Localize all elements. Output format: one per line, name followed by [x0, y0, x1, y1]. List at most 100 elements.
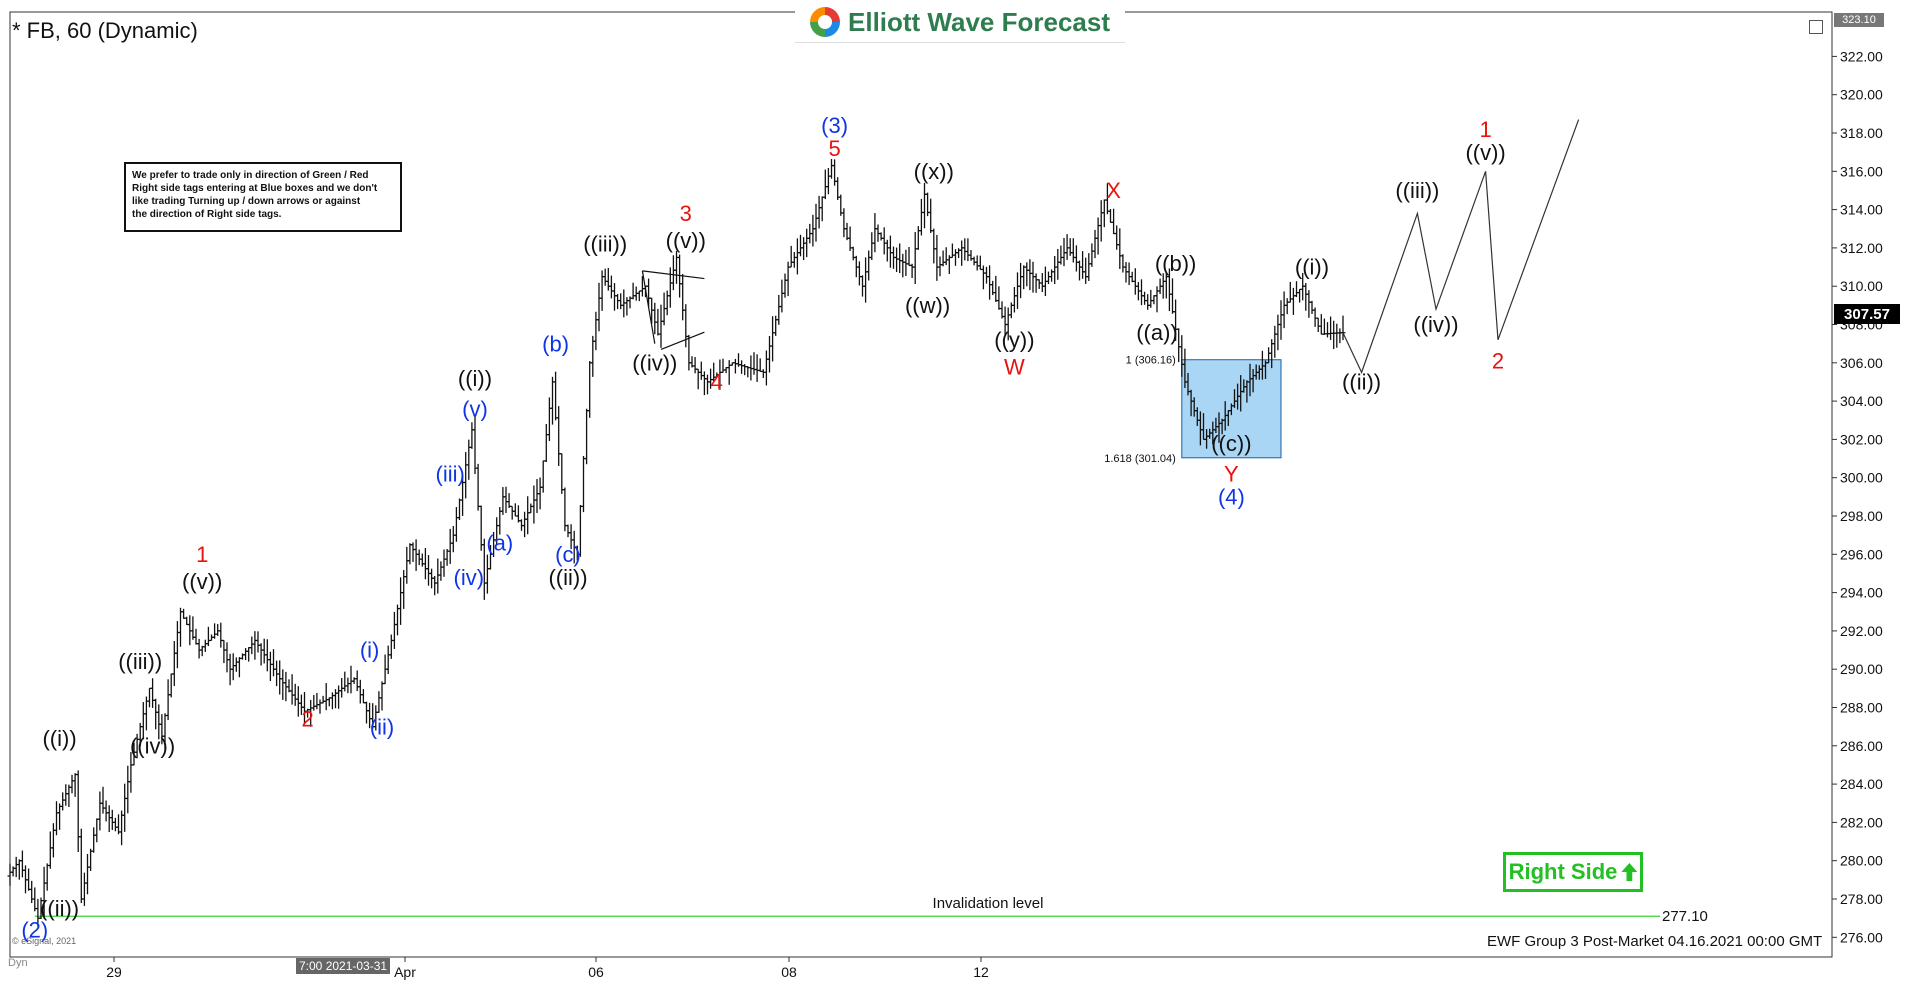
wave-label: ((iii))	[118, 649, 162, 674]
price-bar	[190, 616, 196, 640]
price-bar	[243, 648, 249, 661]
price-bar	[670, 255, 676, 291]
y-tick-label: 316.00	[1840, 163, 1883, 179]
price-bar	[658, 304, 664, 348]
price-bar	[295, 686, 301, 717]
price-bar	[512, 503, 518, 517]
price-bar	[1101, 199, 1107, 228]
y-tick-label: 284.00	[1840, 776, 1883, 792]
wave-label: Y	[1224, 462, 1239, 487]
price-bar	[457, 498, 462, 521]
price-bar	[664, 290, 670, 316]
price-bar	[329, 692, 335, 710]
price-bar	[292, 683, 298, 706]
wave-label: ((iv))	[1413, 312, 1458, 337]
price-bar	[559, 453, 565, 494]
window-restore-icon[interactable]	[1809, 20, 1823, 34]
wave-label: (iii)	[436, 462, 465, 487]
price-bar	[615, 293, 621, 310]
chart-frame	[9, 11, 1833, 958]
price-bar	[1312, 307, 1318, 327]
price-bar	[931, 228, 937, 264]
wave-label: 3	[680, 201, 692, 226]
y-tick-label: 302.00	[1840, 431, 1883, 447]
price-bar	[100, 786, 106, 814]
wave-label: 1	[1479, 117, 1491, 142]
price-bar	[810, 214, 816, 247]
price-bar	[739, 360, 745, 374]
price-bar	[376, 691, 382, 713]
price-bar	[732, 358, 738, 374]
price-bar	[215, 623, 221, 636]
price-bar	[1015, 272, 1020, 309]
price-bar	[85, 854, 90, 895]
price-bar	[416, 549, 422, 566]
price-bar	[178, 607, 183, 647]
wave-label: ((y))	[994, 327, 1034, 352]
note-line: Right side tags entering at Blue boxes a…	[132, 183, 378, 194]
triangle-lower-line	[660, 331, 705, 350]
price-bar	[472, 414, 478, 475]
price-bar	[13, 856, 19, 878]
y-tick-label: 286.00	[1840, 738, 1883, 754]
price-bar	[522, 511, 528, 538]
price-bar	[565, 524, 571, 538]
wave-label: (b)	[542, 331, 569, 356]
price-bar	[97, 791, 103, 831]
price-bar	[230, 653, 236, 681]
price-bar	[869, 232, 875, 260]
note-line: like trading Turning up / down arrows or…	[132, 196, 361, 207]
price-bar	[116, 814, 121, 835]
price-bar	[757, 358, 763, 373]
right-side-label: Right Side	[1508, 859, 1618, 884]
price-bar	[91, 827, 97, 853]
price-bar	[1303, 282, 1309, 311]
price-bar	[147, 687, 152, 708]
price-bar	[57, 803, 63, 830]
price-bar	[171, 641, 177, 687]
price-bar	[466, 439, 472, 480]
price-bar	[791, 252, 797, 268]
price-bar	[503, 486, 509, 514]
wave-label: ((ii))	[40, 896, 79, 921]
price-bar	[1117, 228, 1123, 269]
price-bar	[1315, 317, 1321, 332]
price-bar	[450, 526, 456, 553]
price-bar	[866, 250, 872, 281]
price-bar	[7, 863, 13, 886]
dynamic-mode-label[interactable]: Dyn	[8, 957, 28, 969]
price-bar	[630, 282, 636, 300]
y-tick-label: 304.00	[1840, 393, 1883, 409]
price-bar	[1046, 271, 1051, 285]
price-bar	[1275, 314, 1281, 351]
price-bar	[218, 622, 224, 648]
price-bar	[187, 615, 193, 646]
price-bar	[934, 234, 940, 281]
price-bar	[103, 800, 109, 822]
price-bar	[478, 505, 484, 551]
price-bar	[323, 683, 329, 711]
price-bar	[258, 643, 264, 666]
price-bar	[953, 249, 958, 266]
right-side-tag: Right Side	[1503, 852, 1643, 892]
wave-label: ((c))	[1211, 431, 1251, 456]
price-bar	[534, 479, 540, 513]
price-bar	[649, 297, 655, 324]
wave-label: ((i))	[42, 726, 76, 751]
price-bar	[1334, 323, 1340, 348]
price-bar	[962, 238, 968, 261]
price-bar	[652, 302, 658, 335]
price-bar	[205, 626, 211, 647]
price-bar	[233, 657, 239, 672]
price-bar	[980, 265, 986, 290]
price-bar	[940, 250, 946, 267]
price-bar	[1111, 208, 1117, 235]
price-bar	[426, 555, 431, 586]
price-bar	[391, 611, 397, 649]
price-bar	[1294, 281, 1299, 298]
price-bar	[289, 674, 295, 705]
price-bar	[1077, 260, 1082, 281]
price-bar	[943, 247, 949, 266]
price-bar	[16, 859, 22, 880]
